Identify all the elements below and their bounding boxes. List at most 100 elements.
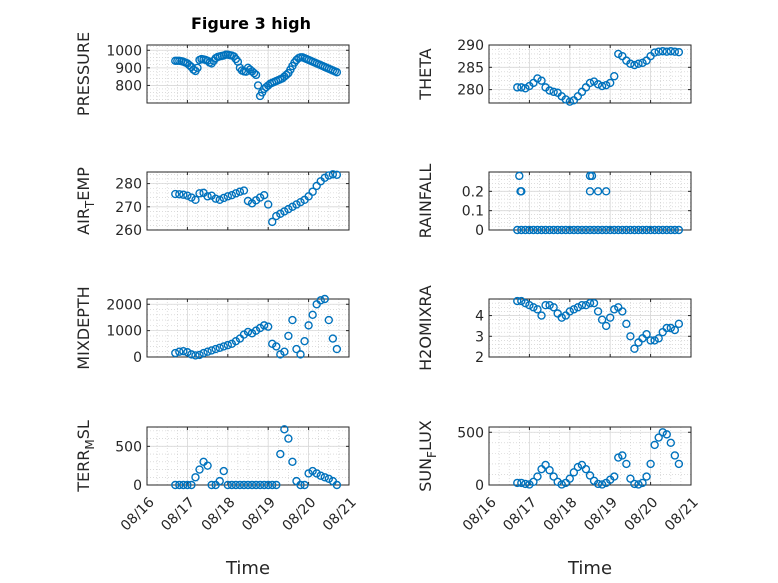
data-point	[642, 330, 651, 339]
data-point	[171, 348, 180, 358]
data-point	[549, 225, 558, 235]
data-point	[175, 347, 184, 356]
data-point	[179, 190, 188, 199]
axes-frame	[488, 44, 692, 104]
y-tick-label: 1000	[106, 324, 142, 340]
data-point	[587, 171, 597, 181]
data-point	[549, 303, 558, 312]
data-point	[654, 334, 663, 343]
data-point	[662, 47, 671, 56]
data-point	[215, 195, 224, 205]
data-point	[670, 451, 680, 460]
data-point	[223, 192, 233, 201]
data-point	[288, 202, 297, 212]
data-point	[593, 80, 603, 89]
data-point	[549, 472, 558, 481]
y-tick-label: 0	[475, 478, 484, 494]
x-tick-label: 08/17	[158, 494, 198, 534]
data-point	[239, 186, 249, 195]
data-point	[521, 298, 530, 308]
data-point	[670, 47, 680, 56]
data-point	[308, 466, 317, 476]
data-point	[280, 347, 289, 356]
data-point	[300, 336, 309, 346]
data-point	[569, 468, 579, 477]
data-point	[533, 74, 542, 83]
data-point	[193, 63, 202, 73]
x-tick-label: 08/16	[118, 494, 158, 534]
data-point	[614, 225, 623, 235]
data-point	[541, 225, 550, 235]
y-axis-label: AIRTEMP	[74, 167, 97, 235]
data-point	[541, 301, 550, 310]
data-point	[324, 171, 333, 180]
data-point	[618, 451, 627, 460]
data-point	[638, 58, 647, 68]
data-point	[179, 347, 188, 356]
data-point	[284, 204, 293, 214]
data-point	[171, 189, 180, 199]
data-point	[585, 298, 595, 308]
axes-frame	[488, 426, 692, 486]
x-tick-label: 08/20	[621, 494, 661, 534]
data-point	[231, 480, 241, 490]
x-tick-label: 08/21	[320, 494, 360, 534]
data-point	[589, 225, 599, 235]
data-point	[268, 217, 277, 227]
data-point	[211, 194, 220, 203]
y-tick-label: 0	[475, 223, 484, 239]
data-point	[577, 225, 587, 235]
y-tick-label: 290	[457, 38, 484, 54]
data-point	[517, 225, 526, 235]
data-point	[533, 305, 542, 314]
data-point	[537, 311, 546, 320]
data-point	[630, 479, 639, 489]
data-point	[235, 187, 245, 196]
data-point	[191, 351, 200, 360]
data-point	[235, 480, 245, 490]
data-point	[618, 225, 627, 235]
data-point	[597, 81, 607, 91]
data-point	[304, 321, 313, 330]
data-point	[670, 225, 680, 235]
data-point	[630, 225, 639, 235]
data-point	[243, 196, 253, 206]
data-point	[666, 47, 675, 56]
data-point	[666, 225, 675, 235]
subplot-3: 260 270 280 AIRTEMP	[74, 167, 350, 239]
data-point	[203, 192, 212, 201]
data-point	[545, 301, 554, 310]
y-axis-label: SUNFLUX	[416, 420, 439, 492]
data-point	[521, 84, 530, 93]
data-point	[215, 343, 224, 352]
data-point	[601, 80, 611, 90]
data-point	[296, 197, 305, 207]
data-points	[171, 50, 342, 101]
data-point	[662, 323, 671, 333]
data-point	[622, 319, 631, 329]
data-point	[239, 480, 249, 490]
data-point	[545, 466, 554, 475]
data-point	[610, 305, 619, 314]
data-points	[171, 170, 342, 227]
data-point	[332, 480, 342, 490]
data-point	[268, 480, 277, 490]
data-point	[195, 189, 204, 198]
data-point	[259, 480, 269, 490]
data-point	[537, 225, 546, 235]
data-point	[320, 294, 329, 304]
figure-title: Figure 3 high	[191, 14, 311, 33]
data-point	[642, 472, 651, 481]
data-point	[610, 72, 619, 81]
data-point	[211, 344, 220, 354]
data-point	[597, 225, 607, 235]
data-point	[646, 225, 655, 235]
data-point	[585, 471, 595, 480]
data-point	[525, 225, 534, 235]
data-point	[513, 225, 522, 235]
x-tick-label: 08/19	[239, 494, 279, 534]
data-points	[513, 171, 684, 235]
data-point	[255, 193, 265, 202]
y-tick-label: 800	[115, 78, 142, 94]
data-point	[253, 81, 263, 90]
